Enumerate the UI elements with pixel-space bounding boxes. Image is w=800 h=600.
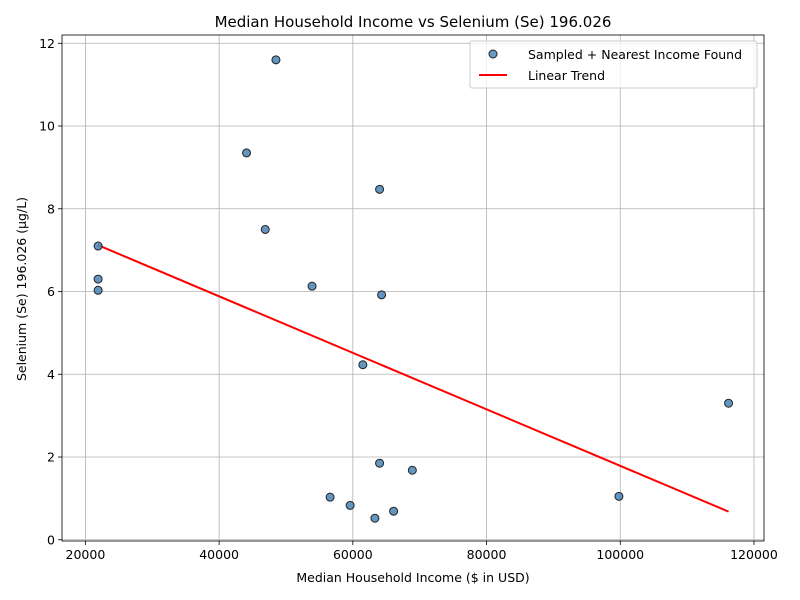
legend-marker-scatter	[488, 49, 498, 59]
data-point	[389, 506, 399, 516]
data-point	[93, 274, 103, 284]
y-tick-label: 4	[47, 367, 55, 382]
y-tick-label: 2	[47, 450, 55, 465]
legend-label-scatter: Sampled + Nearest Income Found	[528, 47, 742, 62]
data-point	[407, 465, 417, 475]
data-point	[307, 281, 317, 291]
x-tick-label: 80000	[467, 547, 507, 562]
trend-layer	[97, 244, 729, 513]
y-tick-label: 0	[47, 532, 55, 547]
chart-title: Median Household Income vs Selenium (Se)…	[215, 13, 612, 31]
data-point	[375, 184, 385, 194]
data-point	[614, 491, 624, 501]
plot-frame	[61, 34, 765, 542]
data-point	[724, 398, 734, 408]
y-tick-label: 6	[47, 284, 55, 299]
x-tick-label: 100000	[596, 547, 644, 562]
y-tick-label: 8	[47, 201, 55, 216]
legend: Sampled + Nearest Income Found Linear Tr…	[469, 40, 758, 89]
data-point	[375, 458, 385, 468]
data-point	[260, 224, 270, 234]
y-axis-label: Selenium (Se) 196.026 (µg/L)	[14, 197, 29, 381]
grid	[62, 35, 764, 541]
data-point	[325, 492, 335, 502]
data-point	[345, 500, 355, 510]
y-tick-label: 12	[39, 36, 55, 51]
data-point	[370, 513, 380, 523]
x-tick-label: 20000	[66, 547, 106, 562]
data-point	[93, 285, 103, 295]
data-point	[377, 290, 387, 300]
x-tick-label: 120000	[730, 547, 778, 562]
legend-box	[469, 40, 758, 89]
ticks: 20000 40000 60000 80000 100000 120000 0 2 4 6 8 10 1…	[39, 36, 778, 562]
data-point	[93, 241, 103, 251]
legend-label-trend: Linear Trend	[528, 68, 605, 83]
x-tick-label: 60000	[333, 547, 373, 562]
trend-line	[97, 244, 729, 513]
y-tick-label: 10	[39, 119, 55, 134]
data-point	[271, 55, 281, 65]
data-point	[358, 360, 368, 370]
x-axis-label: Median Household Income ($ in USD)	[296, 570, 529, 585]
data-point	[242, 148, 252, 158]
x-tick-label: 40000	[199, 547, 239, 562]
points-layer	[93, 55, 734, 523]
